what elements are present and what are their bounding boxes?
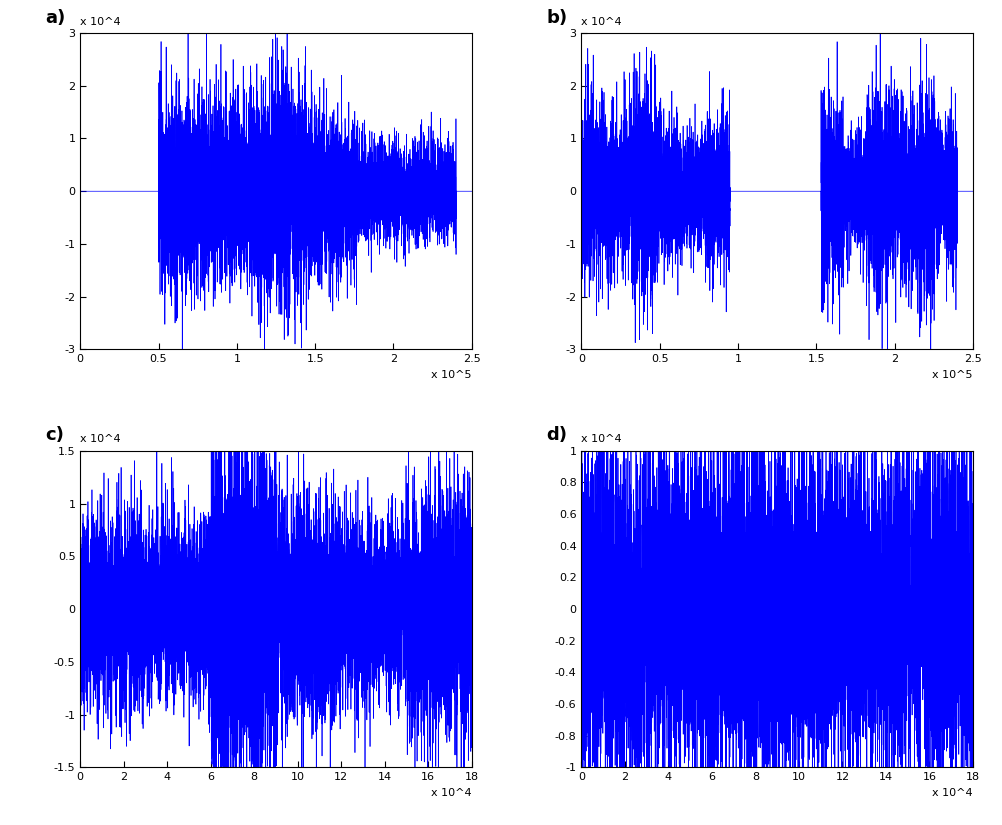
Text: d): d) (546, 427, 566, 445)
Text: x 10^4: x 10^4 (581, 435, 621, 445)
Text: x 10^5: x 10^5 (431, 370, 471, 380)
Text: x 10^4: x 10^4 (80, 435, 121, 445)
Text: c): c) (45, 427, 64, 445)
Text: x 10^4: x 10^4 (581, 16, 621, 26)
Text: x 10^5: x 10^5 (932, 370, 972, 380)
Text: x 10^4: x 10^4 (431, 788, 471, 798)
Text: x 10^4: x 10^4 (80, 16, 121, 26)
Text: b): b) (546, 9, 567, 26)
Text: a): a) (45, 9, 65, 26)
Text: x 10^4: x 10^4 (931, 788, 972, 798)
